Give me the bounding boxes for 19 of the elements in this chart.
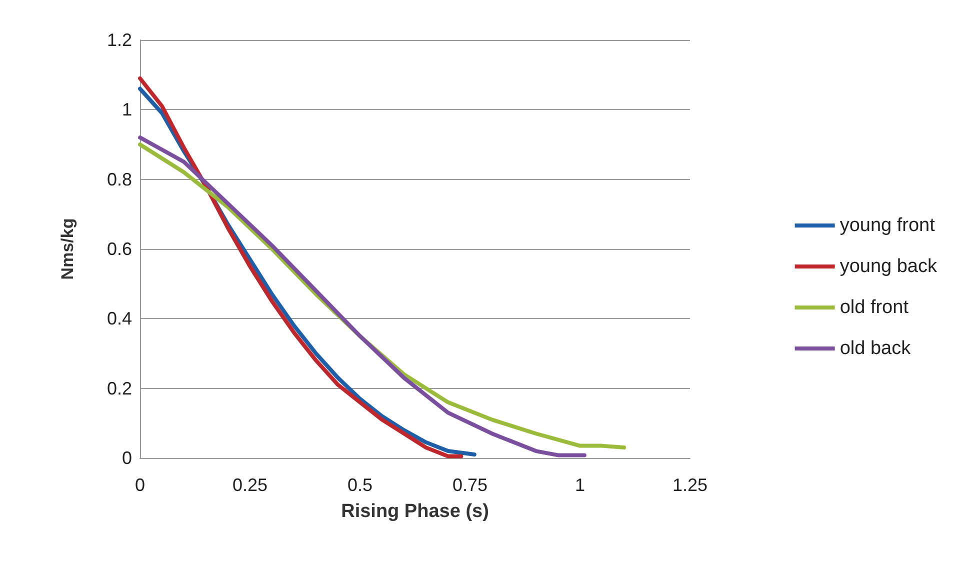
y-axis-title: Nms/kg <box>58 218 77 280</box>
x-tick-label: 0 <box>134 475 146 495</box>
y-tick-label: 0.6 <box>106 239 132 259</box>
legend-label: young front <box>840 215 936 236</box>
y-tick-label: 1.2 <box>106 30 132 50</box>
x-axis-title: Rising Phase (s) <box>341 501 489 522</box>
x-tick-label: 0.5 <box>347 475 373 495</box>
y-tick-label: 0.8 <box>106 169 132 190</box>
y-tick-label: 0 <box>122 448 132 468</box>
legend-label: young back <box>840 256 938 277</box>
legend-label: old back <box>840 338 912 359</box>
y-tick-label: 0.4 <box>106 308 132 329</box>
x-tick-label: 0.25 <box>232 475 268 495</box>
x-tick-label: 1.25 <box>672 475 708 495</box>
x-tick-label: 0.75 <box>452 475 488 495</box>
x-tick-label: 1 <box>574 475 586 495</box>
y-tick-label: 0.2 <box>106 378 132 398</box>
y-tick-label: 1 <box>122 100 132 120</box>
legend-label: old front <box>840 297 910 318</box>
